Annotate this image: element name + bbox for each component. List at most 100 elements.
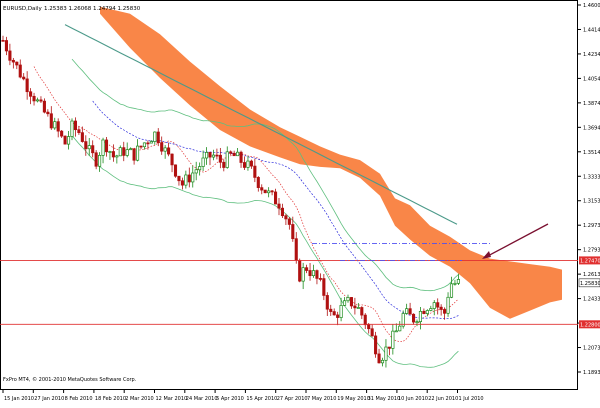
candle-body[interactable]	[129, 148, 133, 151]
candle-body[interactable]	[291, 224, 295, 240]
candle-body[interactable]	[439, 306, 443, 310]
candle-body[interactable]	[391, 330, 395, 349]
candle-body[interactable]	[343, 300, 347, 306]
candle-body[interactable]	[98, 155, 102, 167]
candle-body[interactable]	[156, 131, 160, 144]
candle-body[interactable]	[277, 203, 281, 209]
candle-body[interactable]	[225, 151, 229, 168]
candle-body[interactable]	[425, 310, 429, 314]
candle-body[interactable]	[77, 129, 81, 134]
candle-body[interactable]	[218, 154, 222, 163]
candle-body[interactable]	[118, 147, 122, 157]
candle-body[interactable]	[456, 279, 460, 284]
candle-body[interactable]	[46, 111, 50, 115]
candle-body[interactable]	[249, 160, 253, 167]
candle-body[interactable]	[387, 346, 391, 349]
candle-body[interactable]	[187, 174, 191, 183]
candle-body[interactable]	[201, 157, 205, 167]
candle-body[interactable]	[180, 180, 184, 186]
candle-body[interactable]	[60, 130, 64, 137]
candle-body[interactable]	[349, 297, 354, 307]
candle-body[interactable]	[53, 121, 57, 129]
candle-body[interactable]	[80, 132, 84, 142]
candle-body[interactable]	[339, 305, 343, 318]
candle-body[interactable]	[66, 136, 71, 145]
candle-body[interactable]	[325, 295, 329, 310]
candle-body[interactable]	[173, 164, 178, 177]
candle-body[interactable]	[84, 141, 88, 150]
candle-body[interactable]	[260, 187, 264, 191]
candle-body[interactable]	[22, 76, 26, 80]
candle-body[interactable]	[136, 145, 140, 161]
candle-body[interactable]	[32, 95, 36, 102]
candle-body[interactable]	[267, 190, 271, 194]
candle-body[interactable]	[363, 314, 367, 326]
candle-body[interactable]	[139, 145, 143, 148]
candle-body[interactable]	[211, 154, 216, 158]
candle-body[interactable]	[215, 154, 219, 157]
candle-body[interactable]	[429, 308, 433, 311]
candle-body[interactable]	[70, 120, 74, 137]
candle-body[interactable]	[384, 346, 388, 361]
candle-body[interactable]	[360, 307, 364, 316]
candle-body[interactable]	[25, 78, 29, 93]
candle-body[interactable]	[418, 310, 423, 322]
candle-body[interactable]	[91, 145, 95, 154]
candle-body[interactable]	[305, 267, 309, 271]
candle-body[interactable]	[336, 314, 340, 318]
candle-body[interactable]	[232, 152, 236, 157]
candle-body[interactable]	[56, 121, 60, 132]
candle-body[interactable]	[446, 296, 450, 314]
candle-body[interactable]	[422, 310, 426, 314]
candle-body[interactable]	[287, 218, 291, 225]
candle-body[interactable]	[443, 309, 447, 314]
candle-body[interactable]	[18, 64, 22, 78]
candle-body[interactable]	[239, 151, 243, 163]
candle-body[interactable]	[132, 148, 136, 161]
candle-body[interactable]	[205, 152, 209, 159]
candle-body[interactable]	[170, 153, 174, 166]
candle-body[interactable]	[29, 91, 33, 97]
candle-body[interactable]	[229, 151, 233, 154]
candle-body[interactable]	[122, 147, 126, 156]
candle-body[interactable]	[432, 302, 436, 309]
candle-body[interactable]	[160, 142, 164, 152]
candle-body[interactable]	[104, 139, 109, 153]
candle-body[interactable]	[353, 305, 357, 309]
candle-body[interactable]	[322, 278, 326, 296]
candle-body[interactable]	[329, 308, 333, 312]
candle-body[interactable]	[94, 152, 98, 167]
candle-body[interactable]	[39, 99, 43, 102]
candle-body[interactable]	[146, 142, 150, 145]
candle-body[interactable]	[35, 99, 40, 102]
candle-body[interactable]	[115, 155, 119, 158]
candle-body[interactable]	[49, 113, 53, 129]
candle-body[interactable]	[274, 191, 278, 205]
candle-body[interactable]	[242, 162, 247, 168]
candle-body[interactable]	[394, 330, 398, 333]
candle-body[interactable]	[108, 151, 112, 153]
candle-body[interactable]	[412, 313, 416, 323]
candle-body[interactable]	[332, 311, 336, 316]
candle-body[interactable]	[163, 147, 167, 152]
candle-body[interactable]	[208, 152, 212, 158]
candle-body[interactable]	[63, 135, 67, 145]
candle-body[interactable]	[253, 165, 257, 178]
candle-body[interactable]	[73, 120, 78, 131]
candle-body[interactable]	[142, 142, 147, 148]
candle-body[interactable]	[294, 238, 298, 261]
candle-body[interactable]	[111, 151, 115, 158]
candle-body[interactable]	[408, 308, 412, 315]
candle-body[interactable]	[453, 282, 457, 285]
candle-body[interactable]	[125, 149, 129, 156]
candle-body[interactable]	[177, 175, 181, 182]
candle-body[interactable]	[263, 189, 267, 194]
candle-body[interactable]	[315, 270, 319, 279]
candle-body[interactable]	[256, 177, 260, 188]
candle-body[interactable]	[346, 297, 350, 302]
candle-body[interactable]	[15, 61, 19, 66]
candle-body[interactable]	[87, 145, 91, 150]
candle-body[interactable]	[246, 160, 250, 168]
